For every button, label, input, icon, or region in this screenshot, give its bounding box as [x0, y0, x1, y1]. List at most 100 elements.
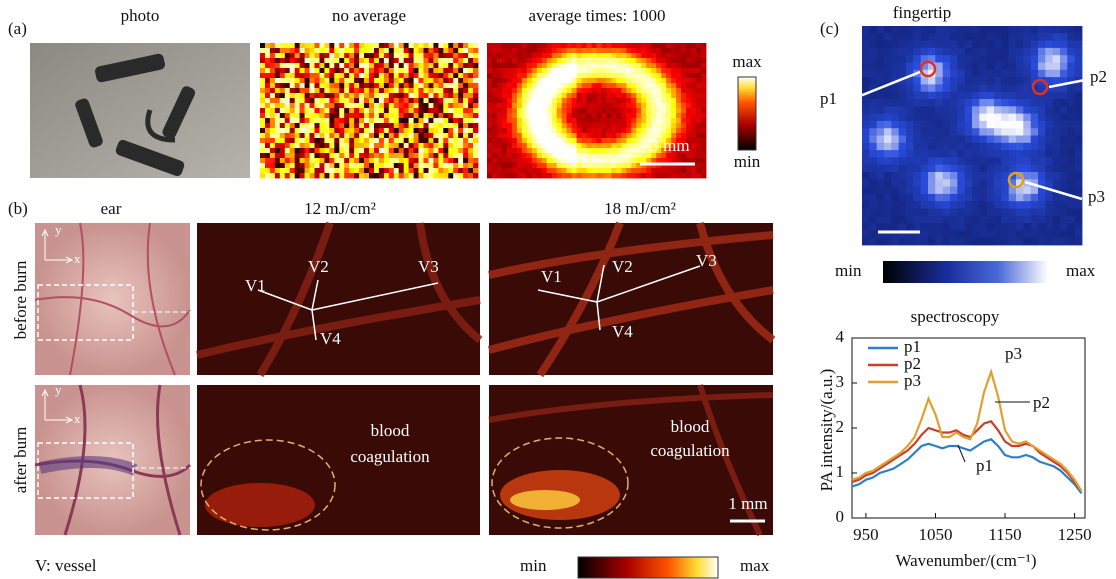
pixel — [409, 158, 414, 163]
pixel — [592, 98, 597, 103]
pixel — [950, 92, 958, 100]
pixel — [950, 77, 958, 85]
pixel — [463, 78, 468, 83]
pixel — [943, 150, 951, 158]
pixel — [862, 157, 870, 165]
pixel — [1001, 230, 1009, 238]
pixel — [453, 73, 458, 78]
pixel — [542, 133, 547, 138]
pixel — [671, 108, 676, 113]
pixel — [443, 48, 448, 53]
pixel — [285, 148, 290, 153]
pixel — [527, 128, 532, 133]
pixel — [552, 123, 557, 128]
pixel — [404, 153, 409, 158]
pixel — [1001, 77, 1009, 85]
pixel — [374, 108, 379, 113]
pixel — [656, 53, 661, 58]
pixel — [320, 68, 325, 73]
pixel — [935, 33, 943, 41]
pixel — [1075, 106, 1083, 114]
pixel — [265, 113, 270, 118]
pixel — [429, 88, 434, 93]
pixel — [290, 163, 295, 168]
pixel — [602, 168, 607, 173]
pixel — [512, 108, 517, 113]
pixel — [369, 128, 374, 133]
pixel — [607, 63, 612, 68]
pixel — [1045, 223, 1053, 231]
pixel — [602, 93, 607, 98]
pixel — [994, 216, 1002, 224]
pixel — [502, 43, 507, 48]
pixel — [290, 63, 295, 68]
pixel — [329, 118, 334, 123]
pixel — [404, 158, 409, 163]
pixel — [453, 168, 458, 173]
pixel — [884, 172, 892, 180]
pixel — [320, 73, 325, 78]
pixel — [473, 43, 478, 48]
pixel — [641, 88, 646, 93]
pixel — [696, 138, 701, 143]
pixel — [517, 143, 522, 148]
pixel — [1016, 92, 1024, 100]
pixel — [329, 163, 334, 168]
pixel — [517, 128, 522, 133]
pixel — [607, 78, 612, 83]
pixel — [631, 123, 636, 128]
pixel — [537, 73, 542, 78]
pixel — [492, 143, 497, 148]
pixel — [285, 48, 290, 53]
pixel — [621, 133, 626, 138]
pixel — [310, 43, 315, 48]
pixel — [621, 128, 626, 133]
pixel — [473, 163, 478, 168]
pixel — [265, 78, 270, 83]
pixel — [438, 173, 443, 178]
pixel — [443, 138, 448, 143]
pixel — [295, 58, 300, 63]
pixel — [329, 43, 334, 48]
pixel — [487, 43, 492, 48]
pixel — [394, 68, 399, 73]
pixel — [359, 118, 364, 123]
pixel — [320, 133, 325, 138]
pixel — [965, 77, 973, 85]
pixel — [587, 158, 592, 163]
pixel — [877, 48, 885, 56]
pixel — [458, 113, 463, 118]
pixel — [349, 103, 354, 108]
pixel — [315, 123, 320, 128]
pixel — [305, 53, 310, 58]
pixel — [339, 53, 344, 58]
pixel — [661, 98, 666, 103]
pixel — [414, 88, 419, 93]
pixel — [275, 133, 280, 138]
pixel — [943, 114, 951, 122]
pixel — [473, 153, 478, 158]
pixel — [359, 93, 364, 98]
pixel — [1031, 165, 1039, 173]
pixel — [921, 201, 929, 209]
pixel — [364, 173, 369, 178]
pixel — [473, 48, 478, 53]
pixel — [334, 128, 339, 133]
pixel — [1031, 48, 1039, 56]
pixel — [957, 26, 965, 34]
pixel — [646, 108, 651, 113]
pixel — [884, 150, 892, 158]
pixel — [497, 53, 502, 58]
pixel — [310, 93, 315, 98]
pixel — [691, 98, 696, 103]
pixel — [527, 68, 532, 73]
pixel — [641, 113, 646, 118]
pixel — [443, 143, 448, 148]
axis-letter: x — [74, 411, 81, 426]
pixel — [354, 158, 359, 163]
pixel — [547, 103, 552, 108]
pixel — [567, 103, 572, 108]
pixel — [597, 88, 602, 93]
pixel — [384, 63, 389, 68]
pixel — [497, 148, 502, 153]
